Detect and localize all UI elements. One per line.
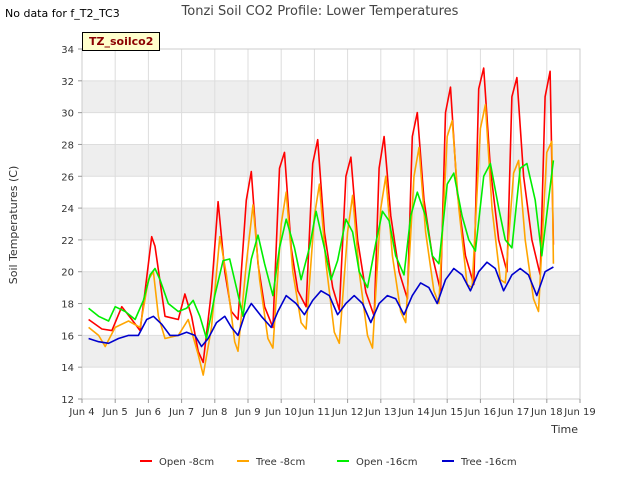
- legend-label: Tree -8cm: [255, 457, 305, 468]
- x-tick-label: Jun 9: [234, 407, 260, 418]
- series-line-tree-16cm: [88, 261, 554, 348]
- series-line-open-8cm: [88, 67, 555, 364]
- x-axis-label: Time: [550, 423, 578, 436]
- y-tick-label: 16: [61, 331, 74, 342]
- y-tick-label: 24: [61, 204, 74, 215]
- plot-frame: [81, 48, 581, 400]
- x-tick-label: Jun 12: [331, 407, 364, 418]
- axes: [81, 48, 581, 400]
- x-tick-label: Jun 17: [497, 407, 530, 418]
- x-tick-label: Jun 15: [430, 407, 463, 418]
- site-label-badge: TZ_soilco2: [82, 32, 161, 51]
- y-axis-label: Soil Temperatures (C): [7, 166, 20, 285]
- series-line-open-16cm: [88, 160, 555, 340]
- legend-label: Open -16cm: [356, 457, 417, 468]
- y-tick-label: 22: [61, 236, 74, 247]
- legend: Open -8cm Tree -8cm Open -16cm Tree -16cm: [140, 457, 517, 468]
- x-tick-label: Jun 11: [298, 407, 331, 418]
- x-tick-label: Jun 7: [168, 407, 194, 418]
- y-tick-label: 18: [61, 300, 74, 311]
- x-tick-label: Jun 10: [264, 407, 297, 418]
- series-lines: [88, 67, 555, 376]
- y-axis-ticks: 12 14 16 18 20 22 24 26 28 30 32 34: [61, 45, 82, 406]
- x-axis-ticks: Jun 4 Jun 5 Jun 6 Jun 7 Jun 8 Jun 9 Jun 10 Jun …: [68, 399, 596, 418]
- chart-title: Tonzi Soil CO2 Profile: Lower Temperatur…: [181, 4, 459, 19]
- y-tick-label: 12: [61, 395, 74, 406]
- legend-label: Open -8cm: [159, 457, 214, 468]
- x-tick-label: Jun 19: [563, 407, 596, 418]
- plot-band: [82, 208, 580, 240]
- y-tick-label: 32: [61, 77, 74, 88]
- y-tick-label: 20: [61, 268, 74, 279]
- plot-band: [82, 144, 580, 177]
- y-tick-label: 34: [61, 45, 74, 56]
- plot-band: [82, 80, 580, 113]
- plot-band: [82, 335, 580, 368]
- series-line-tree-8cm: [88, 103, 555, 376]
- x-tick-label: Jun 5: [102, 407, 128, 418]
- x-tick-label: Jun 14: [397, 407, 430, 418]
- plot-background: [82, 49, 580, 399]
- y-tick-label: 14: [61, 363, 74, 374]
- x-tick-label: Jun 6: [135, 407, 161, 418]
- y-tick-label: 28: [61, 140, 74, 151]
- y-tick-label: 26: [61, 172, 74, 183]
- legend-label: Tree -16cm: [460, 457, 517, 468]
- y-tick-label: 30: [61, 109, 74, 120]
- no-data-note: No data for f_T2_TC3: [5, 7, 120, 20]
- x-tick-label: Jun 18: [530, 407, 563, 418]
- x-tick-label: Jun 16: [464, 407, 497, 418]
- x-tick-label: Jun 8: [201, 407, 227, 418]
- x-tick-label: Jun 4: [68, 407, 94, 418]
- x-tick-label: Jun 13: [364, 407, 397, 418]
